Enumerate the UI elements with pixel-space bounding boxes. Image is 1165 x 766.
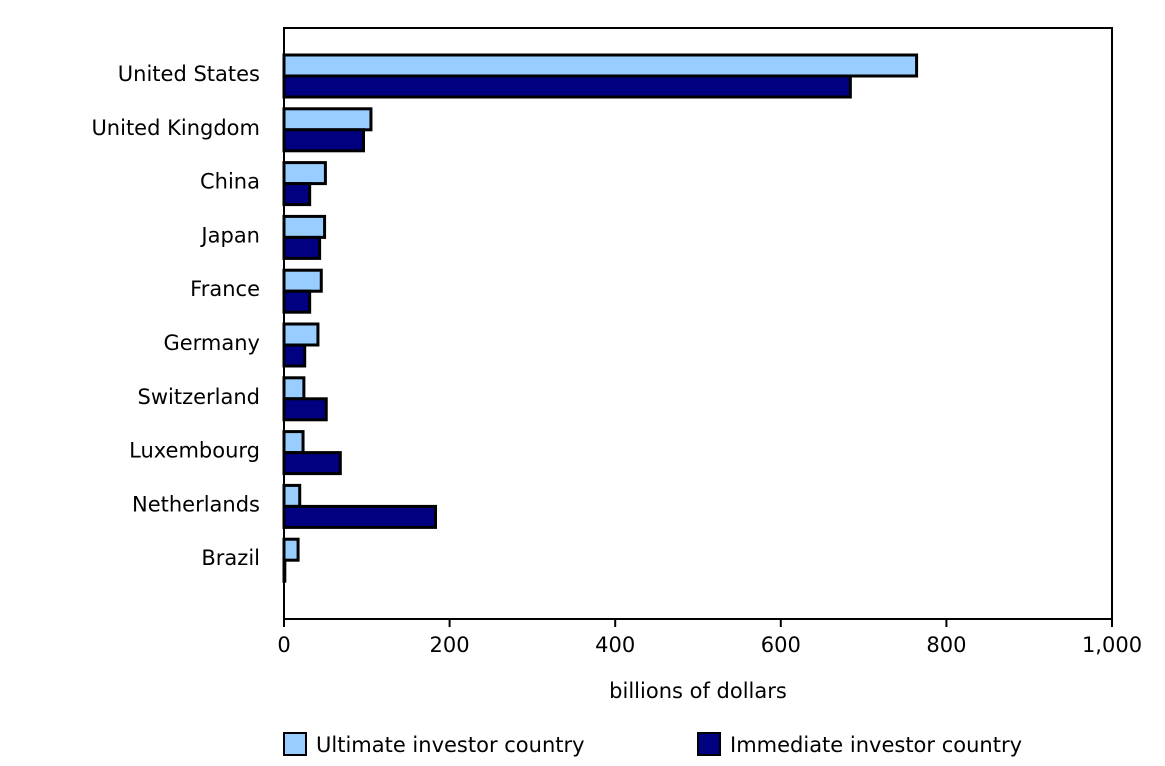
x-axis-label: billions of dollars — [609, 679, 787, 703]
bar-immediate — [282, 128, 365, 153]
bar-immediate — [282, 74, 852, 99]
bar-immediate — [282, 182, 312, 207]
category-label: China — [200, 170, 260, 194]
bar-ultimate — [282, 268, 323, 293]
bar-immediate — [282, 504, 438, 529]
bar-ultimate — [282, 322, 320, 347]
bar-immediate — [282, 343, 307, 368]
x-tick-label: 600 — [761, 633, 801, 657]
bar-immediate — [282, 289, 312, 314]
bar-ultimate — [282, 430, 305, 455]
x-tick-label: 0 — [277, 633, 290, 657]
bar-ultimate — [282, 376, 306, 401]
bar-immediate — [282, 451, 342, 476]
x-tick-label: 1,000 — [1082, 633, 1142, 657]
category-label: Luxembourg — [129, 439, 260, 463]
legend-label: Ultimate investor country — [316, 733, 585, 757]
legend-swatch — [697, 732, 721, 756]
category-label: Switzerland — [138, 385, 261, 409]
plot-frame — [283, 27, 1113, 620]
legend-label: Immediate investor country — [730, 733, 1022, 757]
category-label: Germany — [163, 331, 260, 355]
bar-ultimate — [282, 483, 302, 508]
bar-ultimate — [282, 161, 327, 186]
category-label: Japan — [199, 223, 260, 247]
bar-ultimate — [282, 537, 300, 562]
x-tick-label: 800 — [926, 633, 966, 657]
category-label: United Kingdom — [91, 116, 260, 140]
bar-ultimate — [282, 53, 919, 78]
bar-ultimate — [282, 107, 373, 132]
legend-swatch — [283, 732, 307, 756]
category-label: United States — [118, 62, 260, 86]
x-tick-label: 400 — [595, 633, 635, 657]
category-label: Netherlands — [132, 492, 260, 516]
category-label: France — [190, 277, 260, 301]
bar-ultimate — [282, 214, 327, 239]
bar-immediate — [282, 235, 322, 260]
category-label: Brazil — [201, 546, 260, 570]
x-tick-label: 200 — [430, 633, 470, 657]
bar-immediate — [282, 397, 328, 422]
